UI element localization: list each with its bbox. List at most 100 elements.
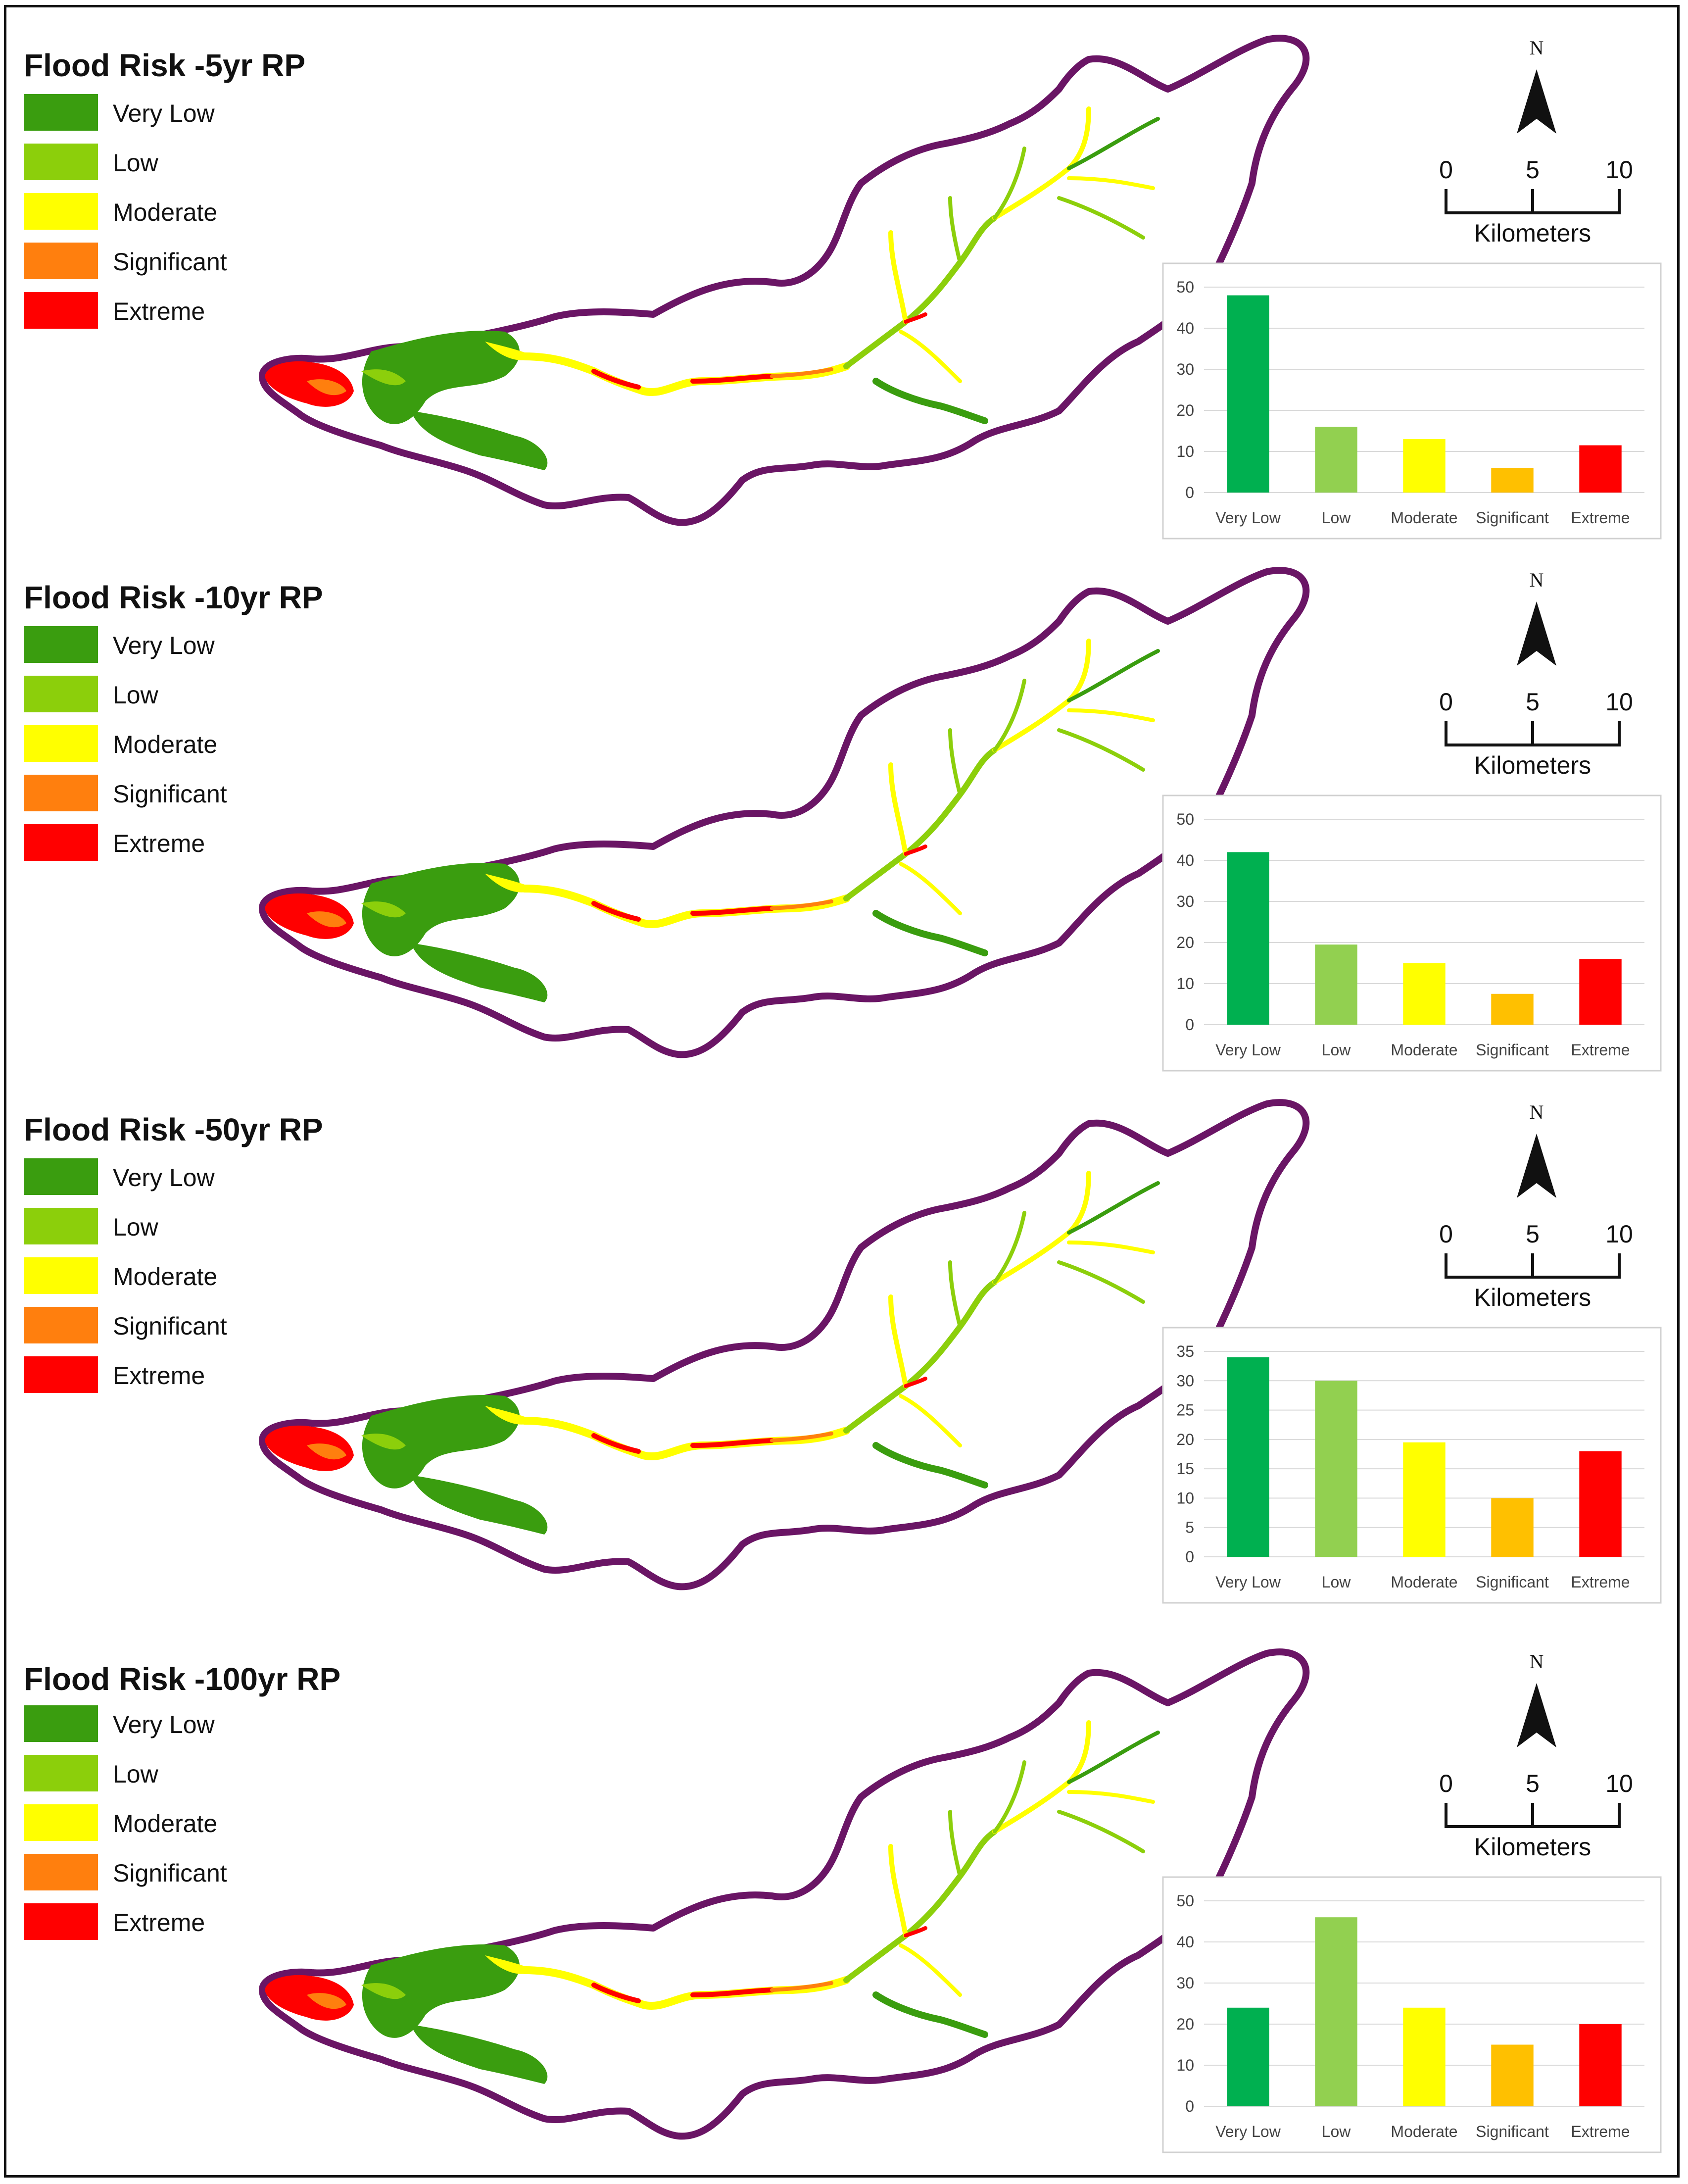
north-arrow-icon: N xyxy=(1517,1650,1556,1747)
y-tick-label: 30 xyxy=(1176,1372,1194,1390)
y-tick-label: 20 xyxy=(1176,401,1194,419)
x-tick-label: Significant xyxy=(1476,1573,1549,1591)
y-tick-label: 20 xyxy=(1176,934,1194,951)
scale-bar: 0 5 10 Kilometers xyxy=(1439,688,1633,779)
bar-extreme xyxy=(1579,1451,1622,1557)
catchment-map xyxy=(259,35,1310,526)
legend-label: Very Low xyxy=(113,1711,215,1738)
legend-label: Extreme xyxy=(113,830,205,857)
scale-tick-0: 0 xyxy=(1439,688,1453,716)
y-tick-label: 10 xyxy=(1176,1489,1194,1507)
legend-label: Moderate xyxy=(113,1263,218,1291)
scale-tick-0: 0 xyxy=(1439,1220,1453,1248)
legend-label: Moderate xyxy=(113,1810,218,1837)
y-tick-label: 50 xyxy=(1176,810,1194,828)
flood-risk-panel: Flood Risk -10yr RP Very Low Low Moderate S… xyxy=(0,532,1688,1072)
bar-low xyxy=(1315,427,1357,493)
y-tick-label: 50 xyxy=(1176,1892,1194,1910)
y-tick-label: 25 xyxy=(1176,1401,1194,1419)
catchment-map xyxy=(259,1099,1310,1590)
bar-significant xyxy=(1491,993,1534,1025)
bar-low xyxy=(1315,1917,1357,2106)
catchment-map xyxy=(259,1648,1310,2140)
risk-bar-chart: 0 10 20 30 40 50 Very Low Low Moderate Significan… xyxy=(1162,262,1662,540)
x-tick-label: Extreme xyxy=(1571,1041,1630,1059)
risk-bar-chart: 0 10 20 30 40 50 Very Low Low Moderate Significan… xyxy=(1162,794,1662,1072)
legend-swatch xyxy=(24,243,98,279)
scale-tick-0: 0 xyxy=(1439,1770,1453,1797)
bar-significant xyxy=(1491,2044,1534,2106)
legend-label: Significant xyxy=(113,780,227,808)
risk-bar-chart: 0 5 10 15 20 25 30 35 Very Low Low Moderate Signifi… xyxy=(1162,1327,1662,1604)
x-tick-label: Moderate xyxy=(1391,2123,1457,2140)
panel-title: Flood Risk -50yr RP xyxy=(24,1112,323,1147)
north-label: N xyxy=(1530,1101,1544,1123)
x-tick-label: Very Low xyxy=(1215,1041,1281,1059)
x-tick-label: Extreme xyxy=(1571,2123,1630,2140)
legend-swatch xyxy=(24,193,98,230)
scale-tick-5: 5 xyxy=(1526,156,1540,184)
y-tick-label: 10 xyxy=(1176,443,1194,460)
y-tick-label: 10 xyxy=(1176,2056,1194,2074)
x-tick-label: Significant xyxy=(1476,1041,1549,1059)
north-arrow-icon: N xyxy=(1517,569,1556,666)
scale-tick-0: 0 xyxy=(1439,156,1453,184)
bar-very-low xyxy=(1227,295,1269,493)
scale-unit-label: Kilometers xyxy=(1474,751,1591,779)
legend-swatch xyxy=(24,1307,98,1343)
bar-low xyxy=(1315,1381,1357,1557)
legend-label: Low xyxy=(113,681,158,709)
x-tick-label: Low xyxy=(1322,509,1351,527)
bar-moderate xyxy=(1403,2007,1446,2106)
y-tick-label: 35 xyxy=(1176,1342,1194,1360)
legend-swatch xyxy=(24,1257,98,1294)
bar-moderate xyxy=(1403,963,1446,1025)
bar-extreme xyxy=(1579,445,1622,493)
legend-swatch xyxy=(24,1705,98,1742)
x-tick-label: Low xyxy=(1322,2123,1351,2140)
x-tick-label: Extreme xyxy=(1571,1573,1630,1591)
legend-label: Very Low xyxy=(113,1164,215,1191)
scale-tick-5: 5 xyxy=(1526,1220,1540,1248)
legend-label: Low xyxy=(113,1213,158,1241)
scale-bar: 0 5 10 Kilometers xyxy=(1439,156,1633,247)
panel-title: Flood Risk -5yr RP xyxy=(24,48,305,83)
x-tick-label: Very Low xyxy=(1215,2123,1281,2140)
north-arrow-icon: N xyxy=(1517,37,1556,134)
legend-swatch xyxy=(24,1356,98,1393)
y-tick-label: 0 xyxy=(1185,1016,1194,1034)
legend-swatch xyxy=(24,144,98,180)
legend-label: Significant xyxy=(113,1859,227,1887)
legend-label: Moderate xyxy=(113,199,218,226)
legend-label: Low xyxy=(113,149,158,177)
scale-tick-10: 10 xyxy=(1605,688,1633,716)
scale-unit-label: Kilometers xyxy=(1474,219,1591,247)
north-label: N xyxy=(1530,37,1544,59)
legend-swatch xyxy=(24,1158,98,1195)
x-tick-label: Significant xyxy=(1476,509,1549,527)
bar-very-low xyxy=(1227,852,1269,1025)
x-tick-label: Extreme xyxy=(1571,509,1630,527)
y-tick-label: 10 xyxy=(1176,975,1194,993)
x-tick-label: Very Low xyxy=(1215,1573,1281,1591)
x-tick-label: Very Low xyxy=(1215,509,1281,527)
legend-label: Extreme xyxy=(113,298,205,325)
y-tick-label: 40 xyxy=(1176,851,1194,869)
bar-very-low xyxy=(1227,2007,1269,2106)
panel-title: Flood Risk -10yr RP xyxy=(24,580,323,615)
y-tick-label: 20 xyxy=(1176,1431,1194,1448)
legend-swatch xyxy=(24,1755,98,1791)
scale-tick-5: 5 xyxy=(1526,1770,1540,1797)
bar-significant xyxy=(1491,1498,1534,1557)
bar-extreme xyxy=(1579,959,1622,1025)
x-tick-label: Significant xyxy=(1476,2123,1549,2140)
x-tick-label: Moderate xyxy=(1391,509,1457,527)
y-tick-label: 15 xyxy=(1176,1460,1194,1478)
legend-swatch xyxy=(24,676,98,712)
legend-swatch xyxy=(24,824,98,861)
north-arrow-icon: N xyxy=(1517,1101,1556,1198)
scale-tick-10: 10 xyxy=(1605,1770,1633,1797)
legend-swatch xyxy=(24,725,98,762)
legend-swatch xyxy=(24,1854,98,1890)
y-tick-label: 0 xyxy=(1185,484,1194,501)
